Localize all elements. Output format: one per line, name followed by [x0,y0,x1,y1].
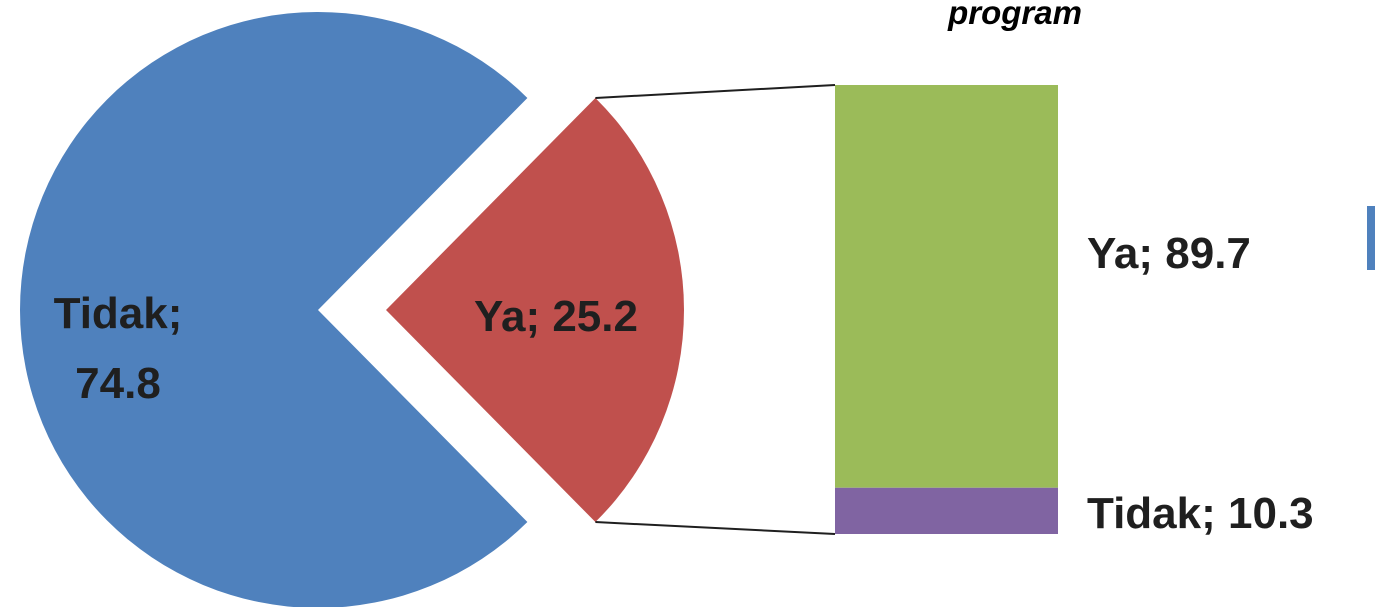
pie-label-tidak-value: 74.8 [75,359,161,408]
connector-line-bottom [595,521,836,535]
bar-label-ya: Ya; 89.7 [1087,229,1251,278]
bar-segment-tidak [835,487,1058,534]
legend-marker [1367,206,1375,270]
connector-line-top [595,84,836,99]
pie-slice-tidak [20,12,528,607]
pie-label-ya: Ya; 25.2 [474,292,638,341]
pie-slice-ya [386,97,684,523]
bar-label-tidak: Tidak; 10.3 [1087,489,1314,538]
bar-segment-ya [835,85,1058,488]
chart-title-fragment: program [947,0,1082,31]
pie-label-tidak-name: Tidak; [54,289,183,338]
